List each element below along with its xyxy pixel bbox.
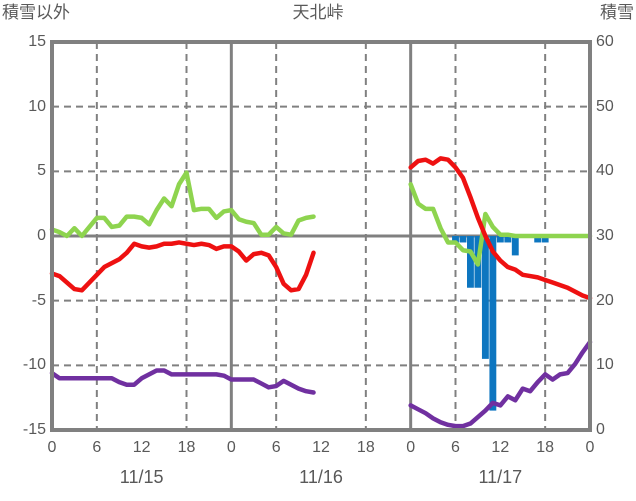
right-axis-tick: 30: [596, 227, 614, 244]
x-axis-tick: 6: [451, 439, 460, 456]
right-axis-tick: 10: [596, 356, 614, 374]
right-axis-tick: 40: [596, 162, 614, 180]
left-axis-tick: 10: [28, 97, 46, 115]
left-axis-title: 積雪以外: [2, 3, 70, 22]
x-axis-tick: 18: [356, 439, 375, 456]
x-axis-day-label: 11/15: [119, 467, 164, 487]
x-axis-tick: 6: [92, 439, 102, 456]
red-line: [408, 156, 593, 301]
x-axis-tick: 6: [271, 439, 281, 456]
snow-depth-bar: [467, 236, 474, 288]
left-axis-tick-labels: 15 10 5 0 -5 -10 -15: [0, 0, 46, 501]
x-axis-tick: 12: [132, 439, 151, 456]
x-axis-day-label: 11/17: [478, 467, 523, 487]
snow-depth-bar: [489, 236, 497, 411]
plot-frame: [50, 40, 592, 432]
x-axis-tick: 0: [406, 439, 416, 456]
left-axis-tick: 5: [37, 162, 46, 180]
right-axis-tick: 20: [596, 291, 614, 309]
x-axis-tick: 0: [47, 439, 57, 456]
right-axis-tick: 60: [596, 33, 614, 50]
right-axis-title: 積雪: [600, 3, 634, 22]
x-axis-day-label: 11/16: [299, 467, 343, 487]
snow-depth-bar: [481, 236, 489, 359]
left-axis-tick: -15: [22, 421, 46, 438]
snow-depth-bar: [504, 236, 512, 243]
left-axis-tick: -10: [22, 356, 46, 374]
green-line: [408, 182, 593, 267]
right-axis-tick: 0: [596, 421, 605, 438]
green-line: [49, 170, 316, 239]
left-axis-tick: 0: [37, 227, 46, 244]
snow-depth-bar: [459, 236, 467, 243]
snow-depth-bar: [511, 236, 519, 256]
x-axis-tick: 12: [491, 439, 510, 456]
chart-title: 天北峠: [292, 3, 344, 22]
x-axis-tick: 0: [226, 439, 236, 456]
x-axis-tick: 18: [177, 439, 196, 456]
x-axis-tick: 18: [536, 439, 555, 456]
left-axis-tick: -5: [31, 291, 46, 309]
x-axis-tick: 12: [312, 439, 330, 456]
snow-depth-bar: [541, 236, 549, 243]
right-axis-tick-labels: 60 50 40 30 20 10 0: [596, 0, 636, 501]
right-axis-tick: 50: [596, 97, 614, 115]
purple-line: [408, 339, 593, 429]
x-axis-tick: 0: [585, 439, 595, 456]
left-axis-tick: 15: [28, 33, 46, 50]
snow-depth-bar: [452, 236, 459, 243]
purple-line: [49, 368, 316, 395]
snow-depth-bar: [496, 236, 504, 243]
red-line: [49, 240, 316, 293]
snow-depth-bar: [534, 236, 542, 243]
